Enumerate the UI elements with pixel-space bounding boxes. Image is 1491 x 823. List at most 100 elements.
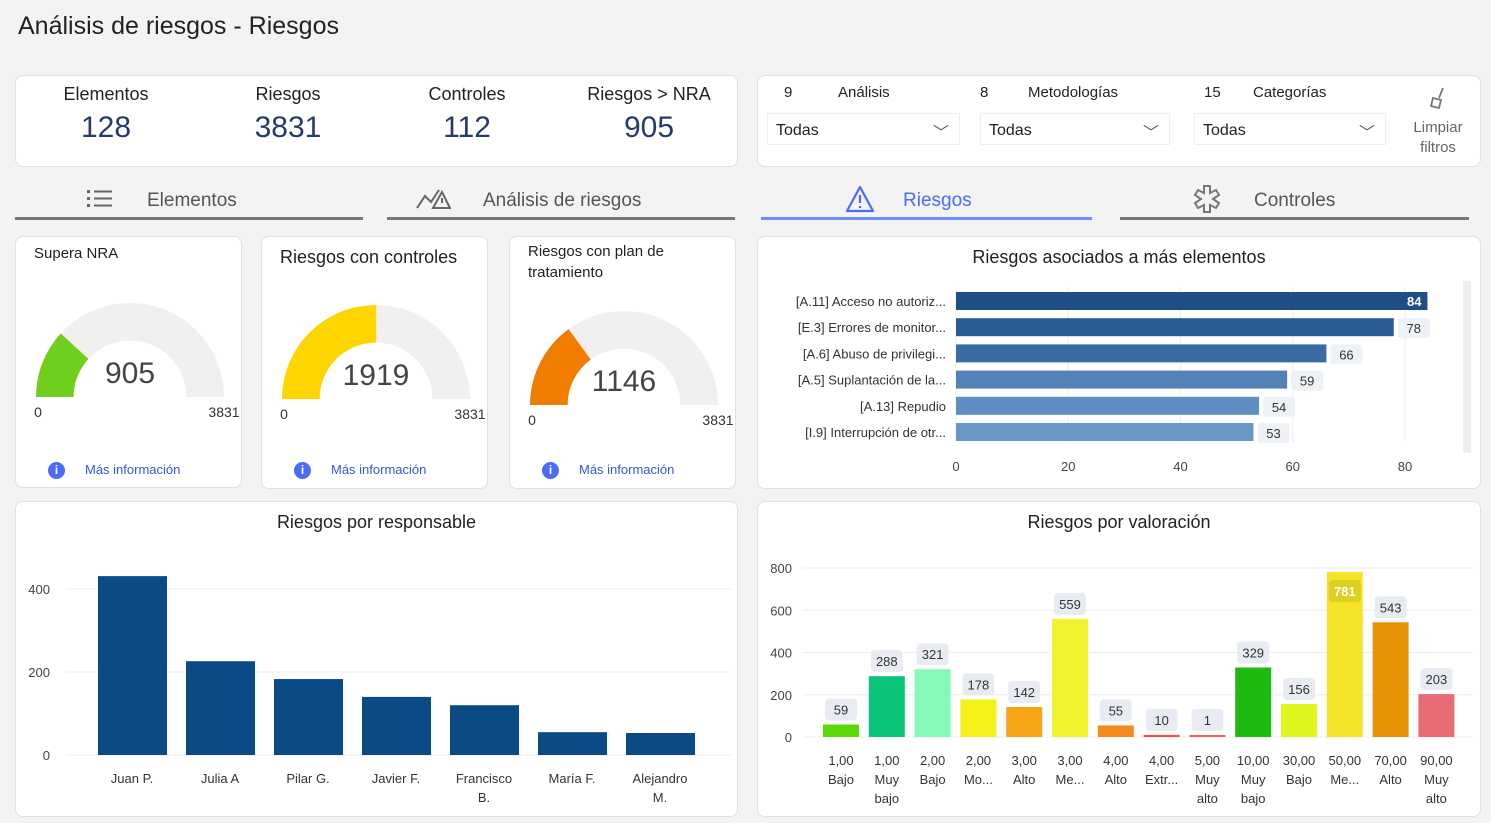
bar <box>186 661 255 755</box>
scrollbar[interactable] <box>1463 281 1471 453</box>
data-label: 559 <box>1059 597 1081 612</box>
bar <box>1418 694 1455 737</box>
bar <box>960 699 997 737</box>
dropdown-value: Todas <box>989 122 1032 139</box>
tab-label: Elementos <box>147 190 237 211</box>
tab-elementos[interactable]: Elementos <box>15 182 363 220</box>
chart-title: Riesgos por responsable <box>276 512 477 532</box>
x-tick-label: Bajo <box>920 772 946 787</box>
data-label-bg <box>825 698 857 721</box>
category-label: [E.3] Errores de monitor... <box>798 320 946 335</box>
gauge-supera-nra: 905 0 3831 <box>34 303 240 420</box>
x-tick-label: 2,00 <box>920 753 945 768</box>
y-tick-label: 200 <box>770 688 792 703</box>
data-label-bg <box>962 673 995 696</box>
gauge-min: 0 <box>528 412 536 428</box>
x-tick-label: 50,00 <box>1329 753 1362 768</box>
x-tick-label: alto <box>1426 791 1447 806</box>
gauge-max: 3831 <box>454 406 485 422</box>
x-tick-label: 20 <box>1061 459 1075 474</box>
x-tick-label: Bajo <box>828 772 854 787</box>
y-tick-label: 200 <box>28 665 50 680</box>
data-label: 329 <box>1242 645 1264 660</box>
bar <box>868 676 905 737</box>
x-tick-label: Alto <box>1105 772 1127 787</box>
data-label: 78 <box>1407 321 1421 336</box>
kpi-riesgos: Riesgos 3831 <box>254 84 322 144</box>
data-label: 543 <box>1380 600 1402 615</box>
data-label: 156 <box>1288 682 1310 697</box>
filter-count: 15 <box>1204 84 1221 101</box>
data-label-bg <box>1257 423 1290 443</box>
category-label: [A.11] Acceso no autoriz... <box>796 294 946 309</box>
gauge-card-controles: Riesgos con controles 1919 0 3831 i Más inf… <box>261 236 488 489</box>
risk-analysis-icon <box>416 189 451 209</box>
data-label: 55 <box>1109 703 1123 718</box>
info-icon: i <box>294 462 311 479</box>
data-label: 781 <box>1334 584 1356 599</box>
x-tick-label: Muy <box>1195 772 1220 787</box>
filter-label: Metodologías <box>1028 84 1119 101</box>
gauge-max: 3831 <box>208 404 239 420</box>
more-info-link[interactable]: i Más información <box>48 462 180 479</box>
data-label: 53 <box>1266 426 1280 441</box>
kpi-panel: Elementos 128 Riesgos 3831 Controles 112 Ri… <box>15 75 738 167</box>
x-tick-label: Muy <box>1241 772 1266 787</box>
clear-filters-button[interactable]: Limpiar filtros <box>1406 86 1470 158</box>
warning-icon <box>845 185 875 213</box>
chart-title: Riesgos por valoración <box>1027 512 1211 532</box>
x-tick-label: Muy <box>875 772 900 787</box>
data-label: 10 <box>1154 713 1168 728</box>
x-tick-label: Me... <box>1056 772 1085 787</box>
bar <box>1097 725 1134 737</box>
category-label: [A.5] Suplantación de la... <box>798 373 946 388</box>
category-label: [A.13] Repudio <box>860 399 946 414</box>
bar-chart-valoracion: 0 200 400 600 800 59 1,00 Bajo 288 1,00 Muy bajo 321… <box>770 561 1473 806</box>
more-info-link[interactable]: i Más información <box>542 462 674 479</box>
x-tick-label: Alto <box>1379 772 1401 787</box>
more-info-link[interactable]: i Más información <box>294 462 426 479</box>
tab-label: Controles <box>1254 190 1336 211</box>
x-tick-label: 5,00 <box>1195 753 1220 768</box>
x-tick-label: B. <box>478 790 490 805</box>
gauge-fill <box>36 333 89 397</box>
metodologias-dropdown[interactable]: Todas ﹀ <box>980 113 1170 145</box>
gauge-max: 3831 <box>702 412 733 428</box>
page-title: Análisis de riesgos - Riesgos <box>18 12 339 40</box>
gauge-track <box>36 303 224 397</box>
data-label-bg <box>1291 370 1324 391</box>
x-tick-label: Javier F. <box>372 771 420 786</box>
x-tick-label: 4,00 <box>1149 753 1174 768</box>
data-label-bg <box>1374 596 1407 619</box>
bar <box>626 733 695 755</box>
bar <box>1372 622 1409 737</box>
gauge-riesgos-controles: 1919 0 3831 <box>280 305 486 422</box>
bar <box>1281 704 1317 737</box>
y-tick-label: 400 <box>770 646 792 661</box>
tab-controles[interactable]: Controles <box>1120 182 1469 220</box>
analisis-dropdown[interactable]: Todas ﹀ <box>767 113 960 145</box>
tab-riesgos[interactable]: Riesgos <box>761 182 1092 220</box>
categorias-dropdown[interactable]: Todas ﹀ <box>1194 113 1386 145</box>
x-tick-label: bajo <box>1241 791 1266 806</box>
filter-label: Análisis <box>838 84 890 101</box>
x-tick-label: Julia A <box>201 771 240 786</box>
gauge-title: Supera NRA <box>34 245 119 262</box>
filter-panel: 9 Análisis Todas ﹀ 8 Metodologías Todas ﹀ … <box>757 75 1481 167</box>
kpi-controles: Controles 112 <box>428 84 506 144</box>
data-label-bg <box>870 650 903 673</box>
gauge-min: 0 <box>280 406 288 422</box>
data-label-bg <box>1237 641 1270 664</box>
x-tick-label: 70,00 <box>1374 753 1407 768</box>
info-icon: i <box>48 462 65 479</box>
bar <box>1006 707 1043 737</box>
bar <box>956 423 1254 441</box>
chart-card-responsable: Riesgos por responsable 0 200 400 Juan P. Ju… <box>15 501 738 817</box>
x-tick-label: Pilar G. <box>286 771 329 786</box>
tab-analisis-riesgos[interactable]: Análisis de riesgos <box>387 182 735 220</box>
data-label-bg <box>1145 708 1178 731</box>
data-label-bg <box>1330 344 1363 365</box>
x-tick-label: 1,00 <box>828 753 853 768</box>
bar <box>538 732 607 755</box>
data-label-bg <box>1099 699 1132 722</box>
